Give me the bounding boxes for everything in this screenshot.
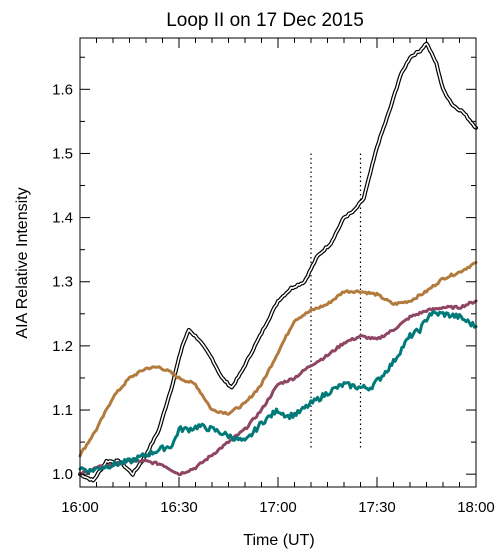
y-tick-label-4: 1.4 (52, 210, 73, 227)
x-tick-label-0: 16:00 (61, 499, 99, 516)
y-tick-label-5: 1.5 (52, 145, 73, 162)
x-axis-label: Time (UT) (243, 532, 314, 549)
y-tick-label-6: 1.6 (52, 81, 73, 98)
series-line-2 (78, 299, 478, 477)
x-tick-label-1: 16:30 (160, 499, 198, 516)
x-tick-label-4: 18:00 (457, 499, 495, 516)
y-tick-label-2: 1.2 (52, 338, 73, 355)
plot-area: 16:00 16:30 17:00 17:30 18:00 1.0 1.1 1.2 1.3 1.4… (52, 37, 495, 516)
y-tick-label-3: 1.3 (52, 274, 73, 291)
y-tick-label-0: 1.0 (52, 466, 73, 483)
chart-title: Loop II on 17 Dec 2015 (166, 10, 364, 31)
x-tick-label-2: 17:00 (259, 499, 297, 516)
y-tick-label-1: 1.1 (52, 402, 73, 419)
series-line-1 (78, 261, 478, 458)
series-line-0-outline (78, 41, 478, 483)
series-line-3 (78, 310, 478, 475)
x-tick-label-3: 17:30 (358, 499, 396, 516)
y-axis-label: AIA Relative Intensity (14, 187, 31, 338)
series-line-0 (79, 42, 477, 482)
plot-frame (79, 37, 477, 488)
